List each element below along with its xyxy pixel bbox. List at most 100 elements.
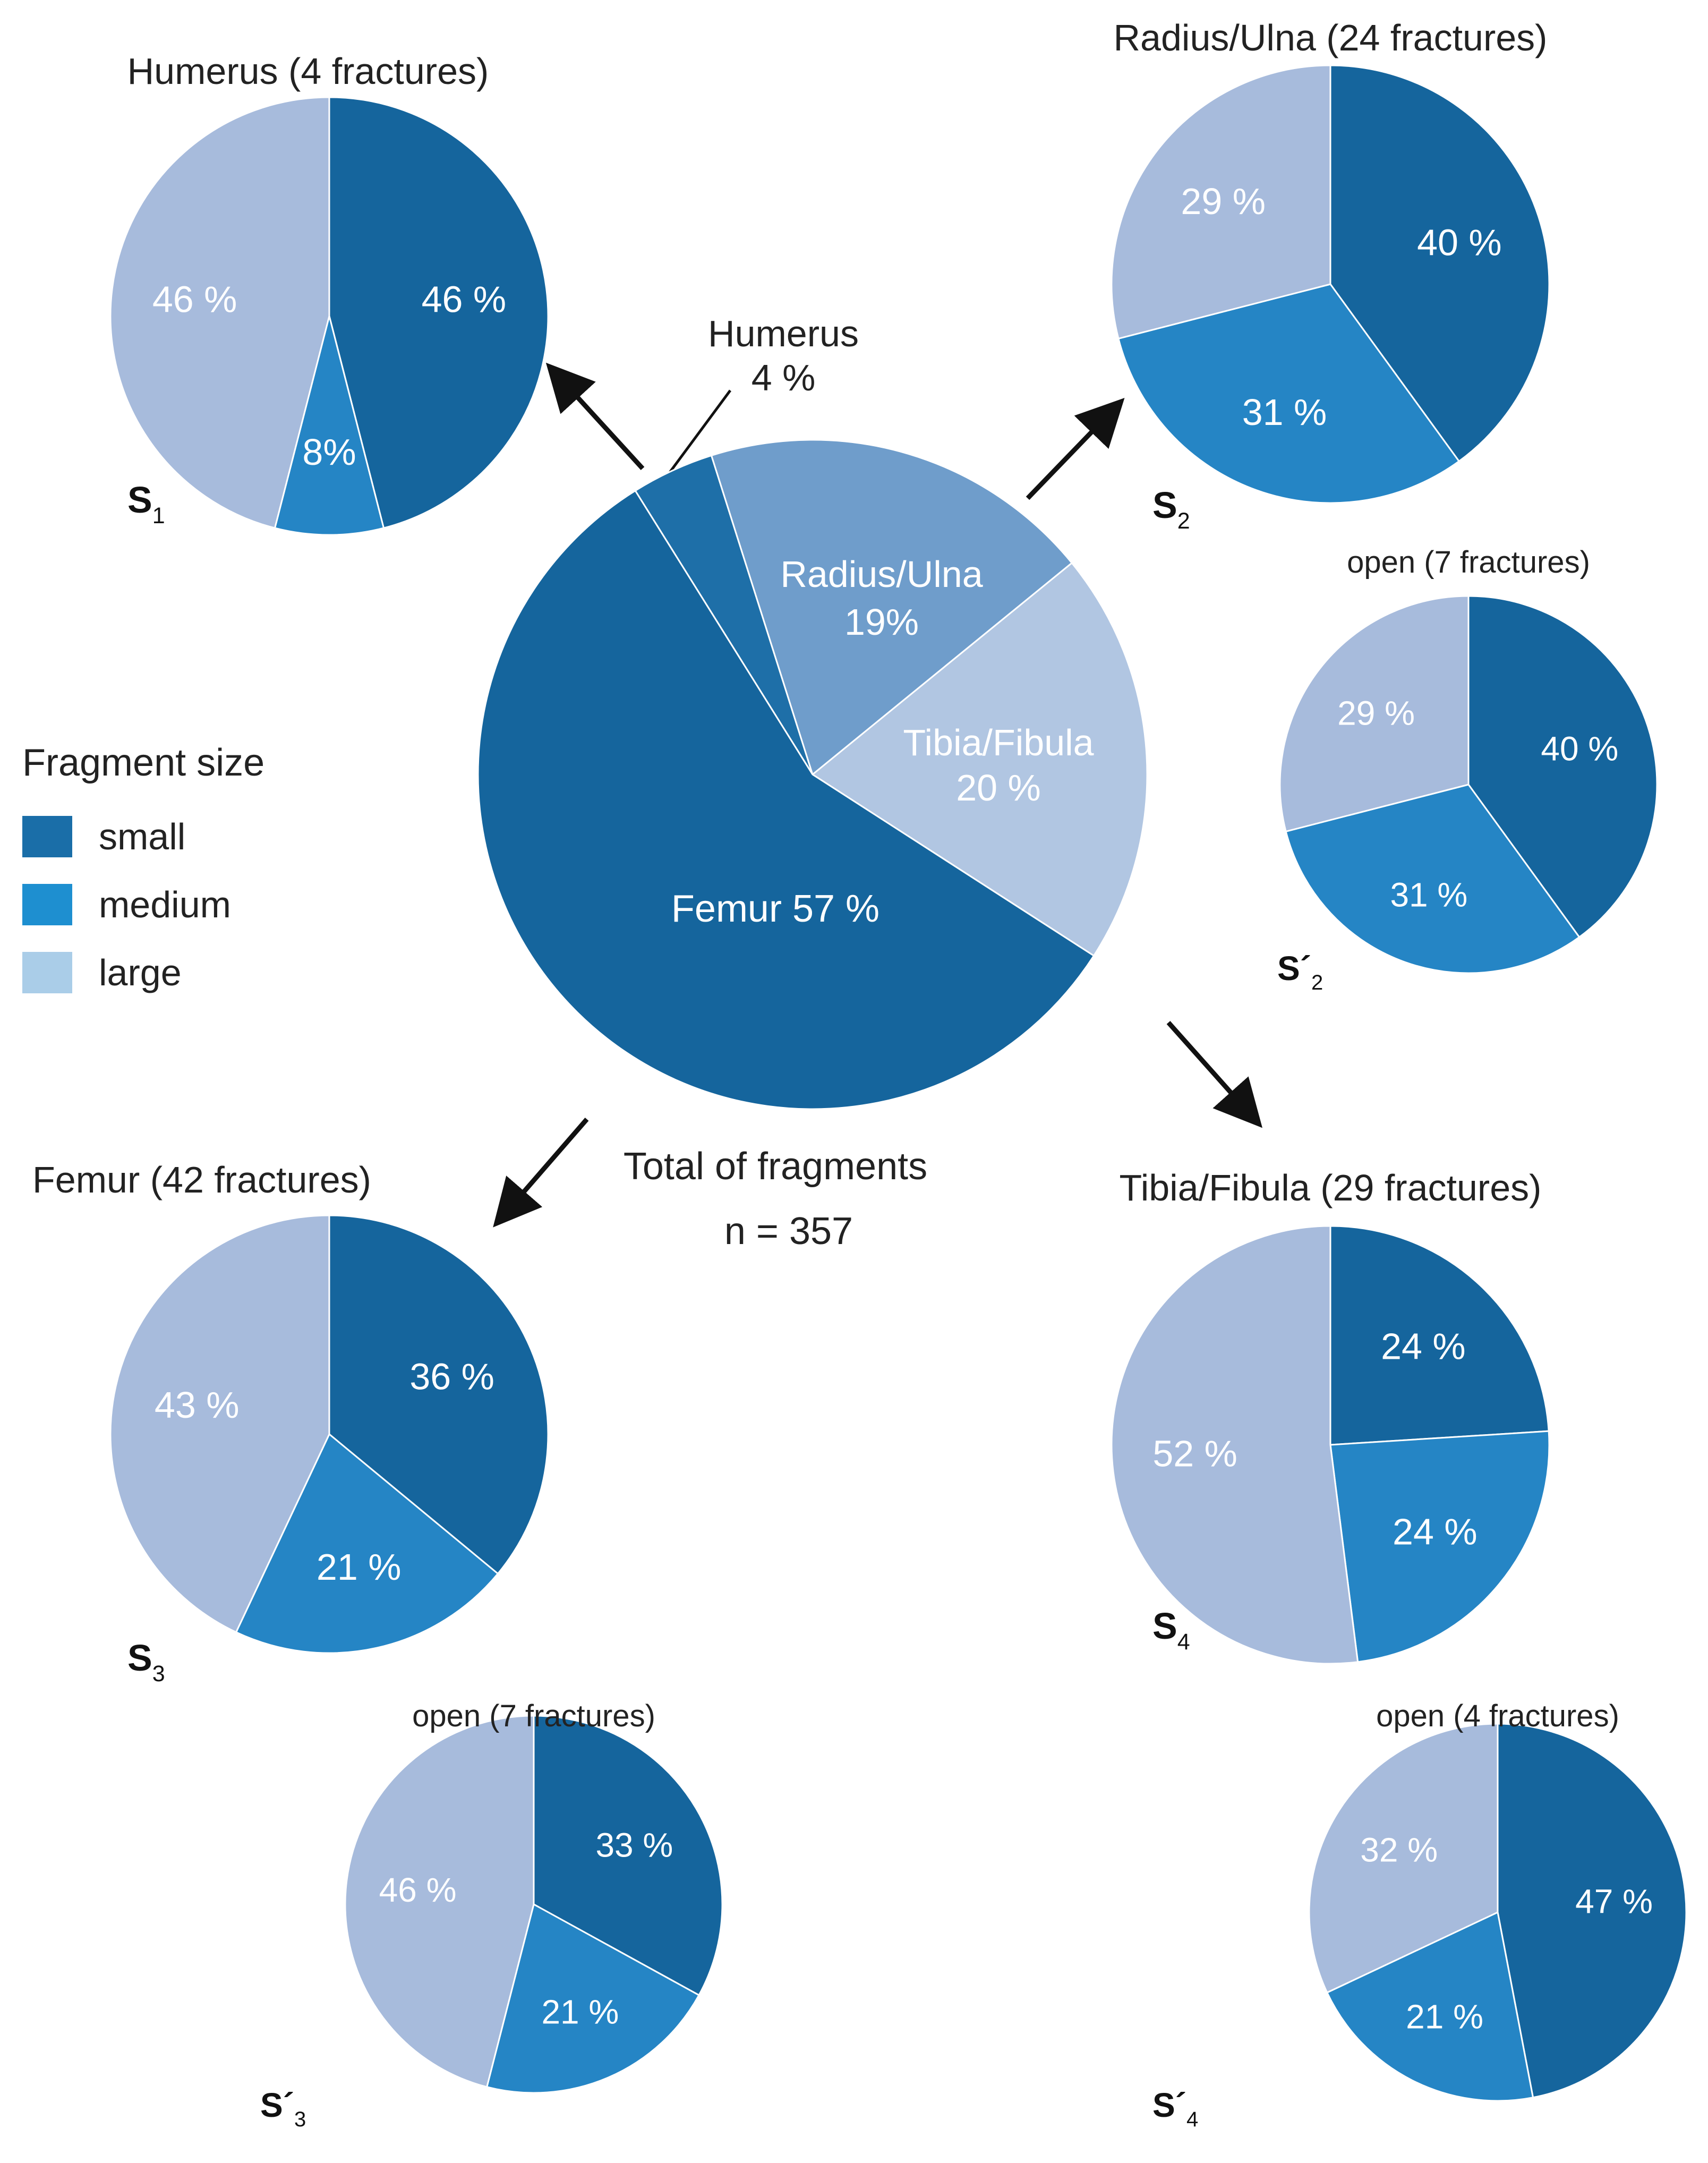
main-pie-caption-line2: n = 357 bbox=[724, 1210, 853, 1253]
pie-s3p-slice-large bbox=[344, 1715, 535, 2088]
pie-s3-label-small: 36 % bbox=[409, 1356, 494, 1398]
pie-s1-slice-large bbox=[109, 96, 330, 529]
pie-s3p-label-medium: 21 % bbox=[541, 1992, 619, 2031]
series-letter: S´ bbox=[260, 2086, 294, 2124]
pie-s3-series-label: S3 bbox=[127, 1637, 165, 1687]
pie-s4-slice-small bbox=[1329, 1225, 1550, 1446]
series-letter: S´ bbox=[1277, 949, 1311, 987]
pie-s4p-label-large: 32 % bbox=[1360, 1831, 1438, 1869]
main-slice-femur bbox=[477, 489, 1095, 1110]
legend-label-large: large bbox=[99, 952, 182, 993]
arrow-to-humerus-pie bbox=[545, 362, 645, 471]
pie-s2p-slice-large bbox=[1279, 595, 1470, 833]
series-letter: S bbox=[1152, 1605, 1177, 1647]
pie-s2p-label-medium: 31 % bbox=[1390, 876, 1467, 914]
tibia-fibula-slice-name: Tibia/Fibula bbox=[903, 722, 1094, 763]
pie-s2p-title: open (7 fractures) bbox=[1347, 545, 1590, 580]
pie-s2p: 40 % 31 % 29 % open (7 fractures) S´2 bbox=[1277, 545, 1658, 994]
radius-ulna-slice-name: Radius/Ulna bbox=[780, 553, 983, 595]
pie-s2-slice-medium bbox=[1117, 283, 1461, 504]
pie-s2p-slice-medium bbox=[1285, 784, 1581, 974]
tibia-fibula-slice-value: 20 % bbox=[956, 767, 1041, 808]
humerus-callout-label: Humerus bbox=[708, 313, 859, 354]
pie-s4p-title: open (4 fractures) bbox=[1376, 1699, 1619, 1733]
radius-ulna-slice-value: 19% bbox=[844, 601, 919, 643]
legend-item-medium: medium bbox=[22, 871, 264, 939]
pie-s4: 24 % 24 % 52 % Tibia/Fibula (29 fractures) S… bbox=[1111, 1167, 1550, 1665]
pie-s4-label-large: 52 % bbox=[1152, 1433, 1237, 1475]
arrow-to-radius-ulna-pie bbox=[1026, 398, 1125, 500]
series-subscript: 3 bbox=[294, 2108, 306, 2131]
pie-s4p-series-label: S´4 bbox=[1152, 2086, 1198, 2131]
legend-item-large: large bbox=[22, 939, 264, 1007]
pie-s1-label-large: 46 % bbox=[152, 279, 237, 320]
series-subscript: 4 bbox=[1186, 2108, 1198, 2131]
main-slice-radius-ulna bbox=[710, 439, 1073, 776]
pie-s4p: 47 % 21 % 32 % open (4 fractures) S´4 bbox=[1152, 1699, 1687, 2131]
pie-s1-label-small: 46 % bbox=[422, 279, 507, 320]
pie-s2-label-small: 40 % bbox=[1417, 222, 1502, 263]
series-subscript: 3 bbox=[152, 1661, 165, 1687]
pie-s2p-slice-small bbox=[1467, 595, 1658, 939]
series-subscript: 2 bbox=[1177, 508, 1190, 534]
arrow-to-femur-pie bbox=[493, 1118, 589, 1228]
main-pie-caption-line1: Total of fragments bbox=[624, 1145, 927, 1188]
pie-s4-label-medium: 24 % bbox=[1393, 1511, 1478, 1552]
legend-swatch-small bbox=[22, 816, 72, 857]
pie-s2-title: Radius/Ulna (24 fractures) bbox=[1114, 17, 1548, 58]
series-subscript: 4 bbox=[1177, 1629, 1190, 1655]
pie-s3p-label-large: 46 % bbox=[379, 1871, 457, 1909]
pie-s2p-label-large: 29 % bbox=[1337, 694, 1415, 733]
series-letter: S bbox=[127, 479, 152, 521]
legend-swatch-medium bbox=[22, 884, 72, 925]
pie-s3p: 33 % 21 % 46 % open (7 fractures) S´3 bbox=[260, 1699, 723, 2131]
legend-swatch-large bbox=[22, 952, 72, 993]
pie-s1-label-medium: 8% bbox=[302, 431, 356, 473]
pie-s3p-title: open (7 fractures) bbox=[412, 1699, 655, 1733]
legend-item-small: small bbox=[22, 803, 264, 871]
series-letter: S´ bbox=[1152, 2086, 1186, 2124]
pie-s2-slice-large bbox=[1111, 64, 1331, 340]
series-letter: S bbox=[127, 1637, 152, 1679]
arrow-to-tibia-fibula-pie bbox=[1166, 1021, 1262, 1128]
pie-s4p-label-medium: 21 % bbox=[1406, 1998, 1483, 2036]
pie-s2p-label-small: 40 % bbox=[1541, 729, 1618, 768]
pie-s4-series-label: S4 bbox=[1152, 1605, 1190, 1655]
pie-s4p-slice-small bbox=[1497, 1723, 1687, 2099]
fragment-size-legend: Fragment size small medium large bbox=[22, 741, 264, 1007]
legend-label-medium: medium bbox=[99, 884, 231, 925]
pie-s2p-series-label: S´2 bbox=[1277, 949, 1323, 994]
pie-s1-slice-medium bbox=[274, 316, 385, 536]
pie-s3-label-large: 43 % bbox=[155, 1384, 240, 1426]
pie-s1-title: Humerus (4 fractures) bbox=[127, 50, 489, 92]
pie-s3-slice-medium bbox=[235, 1433, 499, 1654]
main-pie-chart bbox=[477, 439, 1148, 1110]
pie-s3-slice-small bbox=[328, 1214, 549, 1575]
legend-title: Fragment size bbox=[22, 742, 265, 784]
pie-s1-slice-small bbox=[328, 96, 549, 529]
femur-slice-label: Femur 57 % bbox=[671, 888, 879, 930]
pie-s4-slice-medium bbox=[1329, 1430, 1550, 1663]
humerus-callout-value: 4 % bbox=[751, 357, 816, 398]
pie-s3p-label-small: 33 % bbox=[595, 1826, 673, 1864]
pie-s4-slice-large bbox=[1111, 1225, 1359, 1665]
pie-s4-label-small: 24 % bbox=[1381, 1325, 1466, 1367]
series-letter: S bbox=[1152, 484, 1177, 526]
pie-s1: 46 % 8% 46 % Humerus (4 fractures) S1 bbox=[109, 50, 549, 536]
pie-s2: 40 % 31 % 29 % Radius/Ulna (24 fractures) S2 bbox=[1111, 17, 1550, 534]
pie-s3-slice-large bbox=[109, 1214, 330, 1633]
pie-s2-series-label: S2 bbox=[1152, 484, 1190, 534]
series-subscript: 2 bbox=[1311, 971, 1323, 994]
pie-s2-slice-small bbox=[1329, 64, 1550, 463]
legend-label-small: small bbox=[99, 816, 186, 857]
pie-s2-label-large: 29 % bbox=[1181, 181, 1266, 222]
pie-s3p-series-label: S´3 bbox=[260, 2086, 306, 2131]
figure-text: Total of fragments n = 357 Humerus 4 % R… bbox=[624, 313, 1094, 1253]
pie-s3: 36 % 21 % 43 % Femur (42 fractures) S3 bbox=[32, 1159, 549, 1687]
pie-s3-label-medium: 21 % bbox=[317, 1546, 402, 1588]
pie-s3-title: Femur (42 fractures) bbox=[32, 1159, 371, 1200]
pie-s3p-slice-medium bbox=[485, 1903, 701, 2094]
pie-s4p-label-small: 47 % bbox=[1575, 1883, 1653, 1921]
